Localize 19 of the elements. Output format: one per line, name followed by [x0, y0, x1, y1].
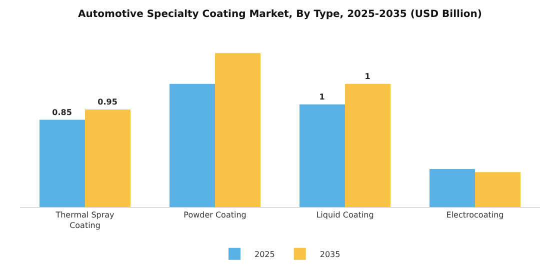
x-tick-label: Powder Coating — [184, 210, 246, 220]
bar — [215, 53, 260, 207]
x-tick-label: Thermal Spray Coating — [54, 210, 115, 230]
bar — [430, 169, 475, 207]
legend-label: 2035 — [320, 250, 340, 260]
data-label: 0.95 — [98, 98, 118, 107]
bar — [345, 84, 390, 207]
bar — [40, 120, 85, 207]
legend-label: 2025 — [254, 250, 275, 260]
x-tick-label: Liquid Coating — [316, 210, 374, 220]
bar — [475, 172, 520, 207]
bar — [170, 84, 215, 207]
bar — [85, 110, 130, 207]
chart-title: Automotive Specialty Coating Market, By Type, 2025-2035 (USD Billion) — [78, 8, 482, 20]
data-label: 1 — [319, 92, 326, 102]
x-tick-label: Electrocoating — [446, 210, 504, 220]
bar — [300, 104, 345, 207]
data-label: 0.85 — [52, 108, 72, 117]
data-label: 1 — [364, 72, 371, 81]
